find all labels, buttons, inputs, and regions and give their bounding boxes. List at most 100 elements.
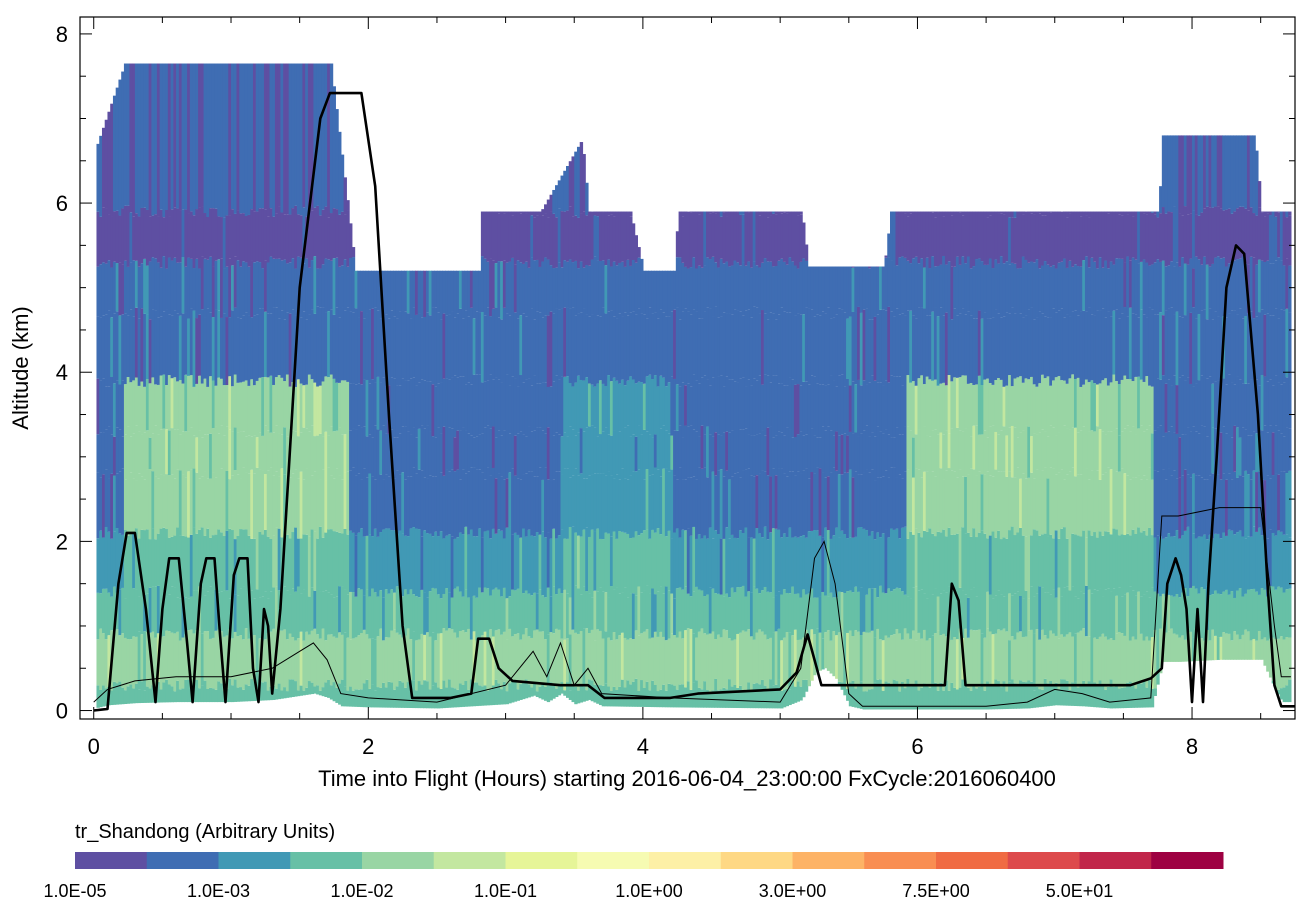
- heatmap-cell: [365, 589, 369, 635]
- heatmap-cell: [815, 628, 820, 672]
- heatmap-cell: [829, 318, 833, 376]
- heatmap-cell: [1257, 312, 1262, 386]
- heatmap-cell: [231, 685, 235, 703]
- heatmap-cell: [467, 471, 471, 535]
- heatmap-cell: [711, 588, 715, 632]
- heatmap-cell: [112, 95, 117, 212]
- heatmap-cell: [115, 528, 120, 593]
- heatmap-cell: [478, 312, 482, 375]
- heatmap-cell: [538, 534, 542, 590]
- heatmap-cell: [165, 385, 169, 430]
- heatmap-cell: [1192, 585, 1196, 638]
- heatmap-cell: [1246, 313, 1251, 384]
- heatmap-cell: [310, 682, 314, 695]
- heatmap-cell: [239, 382, 243, 432]
- heatmap-cell: [788, 429, 792, 472]
- heatmap-cell: [634, 678, 638, 707]
- heatmap-cell: [483, 211, 487, 259]
- heatmap-cell: [214, 590, 218, 631]
- heatmap-cell: [126, 266, 131, 316]
- heatmap-cell: [1030, 213, 1034, 262]
- heatmap-cell: [1010, 526, 1015, 596]
- heatmap-cell: [1211, 263, 1215, 320]
- heatmap-cell: [522, 434, 526, 475]
- heatmap-cell: [272, 535, 276, 588]
- heatmap-cell: [159, 429, 163, 475]
- heatmap-cell: [890, 260, 894, 312]
- heatmap-cell: [766, 539, 770, 592]
- heatmap-cell: [244, 215, 249, 263]
- heatmap-cell: [648, 475, 652, 539]
- heatmap-cell: [708, 259, 713, 309]
- heatmap-cell: [609, 211, 614, 215]
- heatmap-cell: [749, 435, 754, 476]
- heatmap-cell: [928, 436, 932, 469]
- heatmap-cell: [1093, 383, 1097, 432]
- heatmap-cell: [1150, 386, 1155, 434]
- heatmap-cell: [1084, 685, 1089, 707]
- heatmap-cell: [555, 217, 559, 268]
- heatmap-cell: [813, 376, 817, 436]
- heatmap-cell: [159, 316, 163, 376]
- heatmap-cell: [291, 208, 295, 259]
- heatmap-cell: [307, 431, 312, 477]
- heatmap-cell: [1068, 378, 1072, 430]
- heatmap-cell: [104, 469, 109, 527]
- heatmap-cell: [1076, 432, 1081, 475]
- heatmap-cell: [686, 528, 691, 594]
- heatmap-cell: [612, 316, 617, 378]
- heatmap-cell: [513, 378, 518, 436]
- heatmap-cell: [1216, 206, 1221, 257]
- heatmap-cell: [480, 635, 485, 687]
- heatmap-cell: [590, 425, 595, 475]
- heatmap-cell: [156, 585, 161, 634]
- heatmap-cell: [376, 429, 380, 480]
- heatmap-cell: [780, 432, 784, 469]
- heatmap-cell: [478, 270, 482, 313]
- heatmap-cell: [1277, 689, 1281, 695]
- heatmap-cell: [728, 211, 732, 267]
- heatmap-cell: [1019, 268, 1023, 314]
- heatmap-cell: [1071, 427, 1075, 468]
- heatmap-cell: [1117, 587, 1122, 632]
- heatmap-cell: [637, 308, 641, 382]
- heatmap-cell: [469, 270, 474, 308]
- heatmap-cell: [546, 685, 551, 703]
- heatmap-cell: [719, 211, 724, 217]
- heatmap-cell: [497, 317, 501, 380]
- heatmap-cell: [123, 598, 128, 638]
- heatmap-cell: [728, 313, 732, 380]
- heatmap-cell: [458, 591, 463, 632]
- heatmap-cell: [544, 433, 548, 468]
- heatmap-cell: [854, 471, 858, 537]
- heatmap-cell: [722, 538, 726, 597]
- heatmap-cell: [560, 308, 564, 377]
- heatmap-cell: [942, 315, 946, 383]
- heatmap-cell: [115, 210, 120, 264]
- heatmap-cell: [876, 477, 880, 533]
- heatmap-cell: [1052, 633, 1056, 685]
- heatmap-cell: [1120, 379, 1124, 432]
- heatmap-cell: [461, 427, 466, 470]
- heatmap-cell: [1071, 266, 1075, 312]
- heatmap-cell: [228, 678, 232, 703]
- heatmap-cell: [231, 63, 235, 210]
- heatmap-cell: [862, 430, 866, 473]
- heatmap-cell: [368, 596, 372, 639]
- heatmap-cell: [922, 384, 927, 427]
- heatmap-cell: [458, 376, 463, 431]
- heatmap-cell: [851, 311, 855, 382]
- heatmap-cell: [404, 687, 408, 708]
- heatmap-cell: [684, 385, 688, 426]
- heatmap-cell: [730, 430, 735, 477]
- heatmap-cell: [953, 534, 957, 593]
- heatmap-cell: [920, 537, 924, 590]
- heatmap-cell: [1252, 431, 1256, 471]
- heatmap-cell: [835, 527, 839, 598]
- heatmap-cell: [1073, 378, 1078, 428]
- heatmap-cell: [362, 379, 367, 427]
- heatmap-cell: [1098, 383, 1103, 430]
- heatmap-cell: [1057, 310, 1061, 377]
- heatmap-cell: [870, 630, 875, 690]
- heatmap-cell: [414, 640, 419, 691]
